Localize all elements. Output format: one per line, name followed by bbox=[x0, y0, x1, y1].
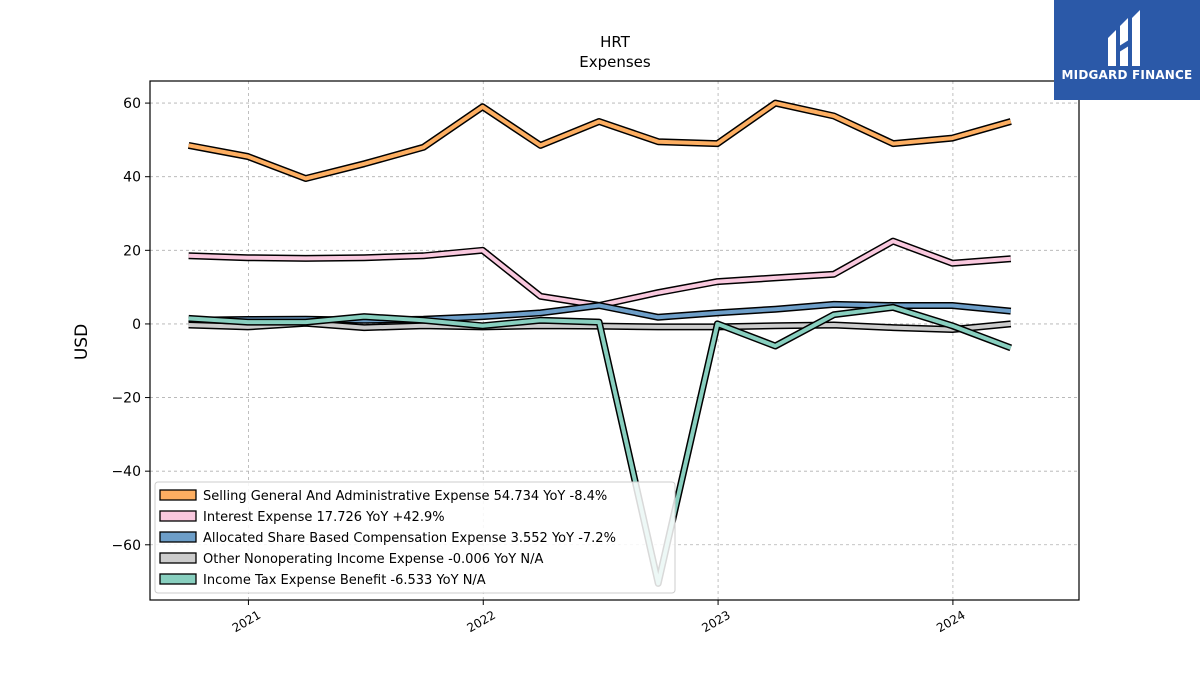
brand-logo: MIDGARD FINANCE bbox=[1054, 0, 1200, 100]
y-axis: 60 40 20 0 −20 −40 −60 bbox=[111, 96, 150, 554]
x-tick-label: 2024 bbox=[934, 608, 967, 635]
logo-text: MIDGARD FINANCE bbox=[1061, 68, 1193, 82]
x-axis: 2021 2022 2023 2024 bbox=[230, 600, 968, 635]
legend-label: Other Nonoperating Income Expense -0.006… bbox=[203, 552, 543, 567]
series-line bbox=[188, 101, 1012, 181]
y-tick-label: −20 bbox=[111, 391, 141, 407]
y-tick-label: 0 bbox=[132, 317, 141, 333]
series-lines bbox=[187, 99, 1013, 587]
legend-label: Allocated Share Based Compensation Expen… bbox=[203, 531, 616, 546]
legend-label: Income Tax Expense Benefit -6.533 YoY N/… bbox=[203, 573, 486, 588]
series-line-outline bbox=[188, 237, 1012, 309]
y-tick-label: −60 bbox=[111, 538, 141, 554]
legend-swatch bbox=[159, 510, 197, 522]
series-line bbox=[188, 239, 1011, 308]
plot-frame bbox=[149, 80, 1080, 601]
y-tick-label: −40 bbox=[111, 464, 141, 480]
legend: Selling General And Administrative Expen… bbox=[154, 481, 676, 594]
y-tick-label: 60 bbox=[123, 96, 141, 112]
x-tick-label: 2021 bbox=[230, 608, 263, 635]
y-tick-label: 20 bbox=[123, 243, 141, 259]
series-0 bbox=[187, 99, 1012, 182]
y-axis-label: USD bbox=[72, 324, 92, 360]
series-1 bbox=[188, 237, 1012, 309]
midgard-logo-icon bbox=[1108, 10, 1140, 66]
series-line bbox=[188, 305, 1012, 586]
chart-title: HRT bbox=[600, 33, 631, 51]
legend-box bbox=[154, 481, 676, 594]
legend-swatch bbox=[159, 531, 197, 543]
legend-label: Selling General And Administrative Expen… bbox=[203, 489, 607, 504]
legend-label: Interest Expense 17.726 YoY +42.9% bbox=[203, 510, 445, 525]
legend-swatch bbox=[159, 573, 197, 585]
x-tick-label: 2023 bbox=[699, 608, 732, 635]
series-4 bbox=[188, 303, 1013, 587]
y-tick-label: 40 bbox=[123, 170, 141, 186]
legend-swatch bbox=[159, 489, 197, 501]
chart-subtitle: Expenses bbox=[579, 53, 651, 71]
legend-swatch bbox=[159, 552, 197, 564]
x-tick-label: 2022 bbox=[465, 608, 498, 635]
